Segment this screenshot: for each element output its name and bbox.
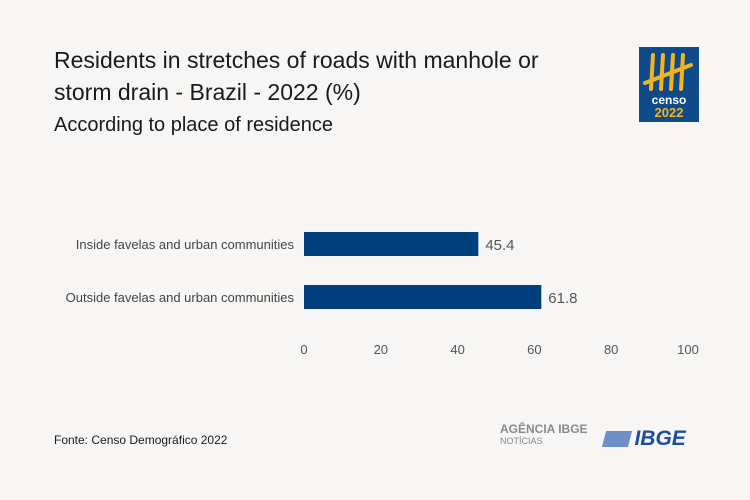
- data-label: 61.8: [548, 290, 577, 307]
- x-tick-label: 80: [604, 342, 618, 357]
- chart-subtitle: According to place of residence: [54, 114, 334, 136]
- chart-title: Residents in stretches of roads with man…: [54, 47, 539, 105]
- data-label: 45.4: [485, 237, 514, 254]
- agencia-ibge-logo: AGÊNCIA IBGE NOTÍCIAS: [500, 422, 588, 446]
- ibge-logo: IBGE: [601, 427, 686, 451]
- category-label: Inside favelas and urban communities: [76, 237, 295, 252]
- censo-logo: censo 2022: [639, 47, 699, 122]
- svg-text:censo: censo: [652, 93, 687, 107]
- x-tick-label: 20: [374, 342, 388, 357]
- x-tick-label: 40: [450, 342, 464, 357]
- svg-text:2022: 2022: [655, 105, 684, 120]
- x-tick-label: 60: [527, 342, 541, 357]
- bar: [304, 232, 479, 256]
- bar: [304, 285, 542, 309]
- source-note: Fonte: Censo Demográfico 2022: [54, 433, 228, 447]
- category-label: Outside favelas and urban communities: [66, 290, 295, 305]
- x-tick-label: 0: [300, 342, 307, 357]
- x-tick-label: 100: [677, 342, 699, 357]
